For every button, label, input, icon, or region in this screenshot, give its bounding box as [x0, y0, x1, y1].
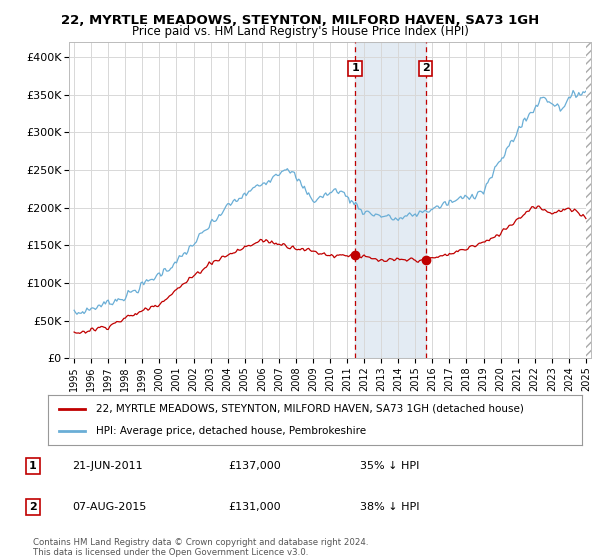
- Text: 2: 2: [29, 502, 37, 512]
- Text: Contains HM Land Registry data © Crown copyright and database right 2024.
This d: Contains HM Land Registry data © Crown c…: [33, 538, 368, 557]
- Text: 22, MYRTLE MEADOWS, STEYNTON, MILFORD HAVEN, SA73 1GH: 22, MYRTLE MEADOWS, STEYNTON, MILFORD HA…: [61, 14, 539, 27]
- Text: 07-AUG-2015: 07-AUG-2015: [72, 502, 146, 512]
- Text: 35% ↓ HPI: 35% ↓ HPI: [360, 461, 419, 471]
- Text: 22, MYRTLE MEADOWS, STEYNTON, MILFORD HAVEN, SA73 1GH (detached house): 22, MYRTLE MEADOWS, STEYNTON, MILFORD HA…: [96, 404, 524, 414]
- Text: 1: 1: [29, 461, 37, 471]
- Text: Price paid vs. HM Land Registry's House Price Index (HPI): Price paid vs. HM Land Registry's House …: [131, 25, 469, 38]
- Bar: [355, 42, 425, 358]
- Text: 38% ↓ HPI: 38% ↓ HPI: [360, 502, 419, 512]
- Text: £131,000: £131,000: [228, 502, 281, 512]
- Text: 21-JUN-2011: 21-JUN-2011: [72, 461, 143, 471]
- Text: 1: 1: [351, 63, 359, 73]
- Text: 2: 2: [422, 63, 430, 73]
- Text: £137,000: £137,000: [228, 461, 281, 471]
- Text: HPI: Average price, detached house, Pembrokeshire: HPI: Average price, detached house, Pemb…: [96, 426, 366, 436]
